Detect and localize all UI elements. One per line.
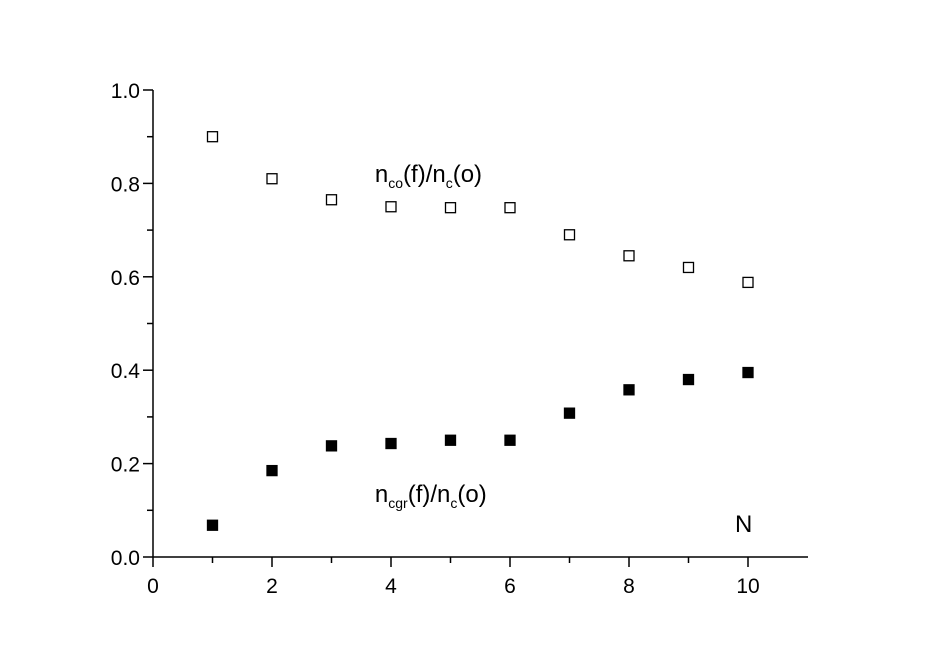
open-square-point: [206, 131, 219, 143]
y-tick-label: 0.0: [111, 547, 140, 570]
annotation-text: (f)/n: [403, 161, 446, 188]
open-square-point: [504, 202, 516, 214]
annotation-text: (o): [457, 481, 486, 508]
filled-square-point: [325, 440, 338, 452]
annotation-subscript: c: [446, 175, 453, 191]
annotation-text: n: [375, 161, 388, 188]
points-layer: [206, 131, 754, 531]
y-tick-label: 0.2: [111, 454, 140, 477]
filled-square-point: [385, 437, 397, 450]
annotations-layer: nco(f)/nc(o)ncgr(f)/nc(o): [375, 161, 487, 511]
open-square-point: [325, 194, 338, 206]
x-axis-label: N: [735, 511, 752, 538]
annotation-subscript: c: [450, 495, 457, 511]
open-square-point: [623, 250, 635, 262]
x-tick-label: 8: [623, 575, 635, 598]
open-square-point: [385, 201, 397, 213]
y-tick-label: 0.8: [111, 173, 140, 196]
y-tick-label: 0.4: [111, 360, 141, 383]
y-tick-label: 1.0: [111, 80, 140, 103]
open-square-point: [682, 261, 695, 274]
y-tick-label: 0.6: [111, 267, 140, 290]
open-square-point: [444, 202, 457, 214]
filled-square-point: [266, 464, 278, 477]
annotation-subscript: co: [388, 175, 403, 191]
x-tick-label: 10: [736, 575, 759, 598]
open-square-point: [742, 276, 754, 289]
annotation-text: (o): [453, 161, 482, 188]
x-tick-label: 6: [504, 575, 516, 598]
series-annotation-upper: nco(f)/nc(o): [375, 161, 482, 191]
annotation-text: n: [375, 481, 388, 508]
annotation-subscript: cgr: [388, 495, 408, 511]
annotation-text: (f)/n: [408, 481, 451, 508]
ticks-layer: [143, 89, 749, 567]
filled-square-point: [682, 373, 695, 386]
x-tick-label: 2: [266, 575, 278, 598]
open-square-point: [266, 173, 278, 185]
series-annotation-lower: ncgr(f)/nc(o): [375, 481, 487, 511]
tick-labels-layer: 0 2 4 6 8 10 0.0 0.2 0.4 0.6 0.8 1.0: [111, 80, 760, 598]
filled-square-point: [504, 434, 516, 446]
x-tick-label: 0: [147, 575, 159, 598]
filled-square-point: [623, 384, 635, 396]
filled-square-point: [742, 366, 754, 379]
filled-square-point: [563, 407, 576, 419]
open-square-point: [563, 229, 576, 241]
filled-square-point: [206, 519, 219, 531]
filled-square-point: [444, 434, 457, 446]
x-tick-label: 4: [385, 575, 397, 598]
